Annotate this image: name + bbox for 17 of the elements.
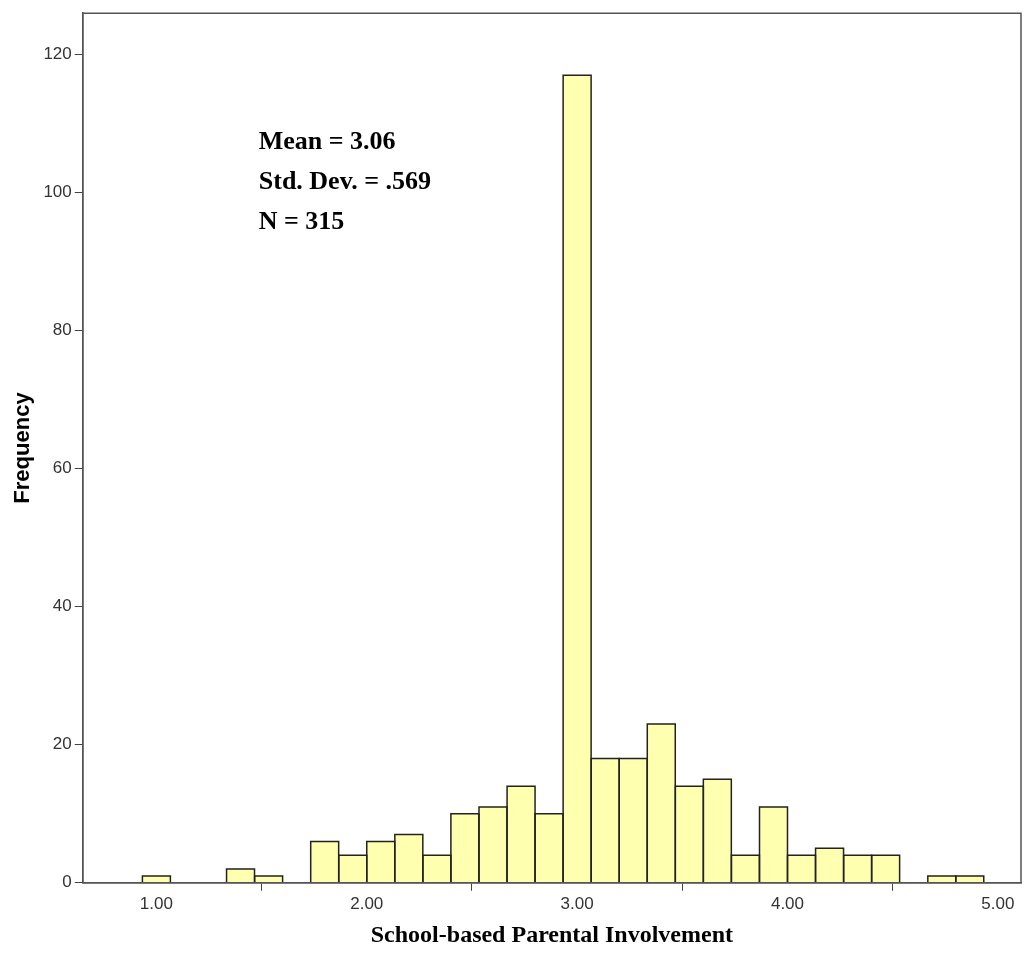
x-tick-label: 4.00 bbox=[770, 893, 805, 913]
x-tick-label: 1.00 bbox=[139, 893, 173, 913]
y-tick-label: 120 bbox=[43, 44, 72, 64]
y-tick-label: 40 bbox=[52, 596, 72, 616]
x-tick-label: 2.00 bbox=[350, 893, 384, 913]
y-tick-label: 0 bbox=[62, 872, 72, 892]
annotation: N = 315 bbox=[258, 206, 345, 236]
x-tick-label: 5.00 bbox=[981, 893, 1015, 913]
y-tick-label: 100 bbox=[43, 182, 72, 202]
annotation: Mean = 3.06 bbox=[258, 126, 396, 156]
y-tick-label: 20 bbox=[52, 734, 72, 754]
y-tick-label: 80 bbox=[52, 320, 72, 340]
x-tick-label: 3.00 bbox=[560, 893, 594, 913]
y-tick-label: 60 bbox=[52, 458, 72, 478]
y-axis-title: Frequency bbox=[9, 391, 35, 504]
x-axis-title: School-based Parental Involvement bbox=[370, 920, 733, 947]
annotation: Std. Dev. = .569 bbox=[258, 166, 432, 196]
